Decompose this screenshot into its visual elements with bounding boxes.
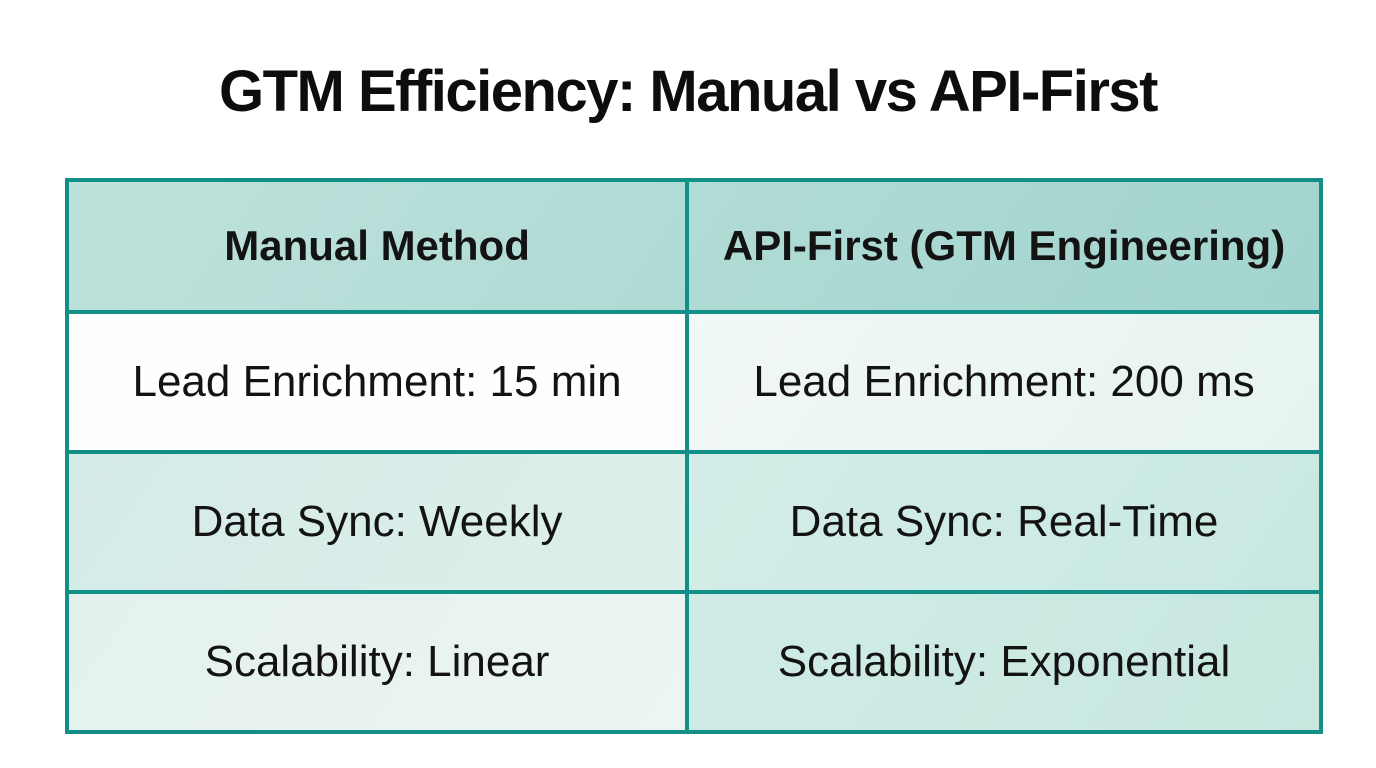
cell-manual-data-sync: Data Sync: Weekly — [64, 450, 690, 594]
cell-api-lead-enrichment: Lead Enrichment: 200 ms — [685, 310, 1323, 454]
cell-api-scalability: Scalability: Exponential — [685, 590, 1323, 734]
table-row-scalability: Scalability: Linear Scalability: Exponen… — [64, 590, 1323, 734]
table-row-data-sync: Data Sync: Weekly Data Sync: Real-Time — [64, 450, 1323, 594]
page-title: GTM Efficiency: Manual vs API-First — [219, 59, 1158, 124]
column-header-api-first: API-First (GTM Engineering) — [685, 178, 1323, 314]
cell-manual-lead-enrichment: Lead Enrichment: 15 min — [64, 310, 690, 454]
column-header-manual-method: Manual Method — [64, 178, 690, 314]
comparison-table: Manual Method API-First (GTM Engineering… — [64, 178, 1323, 734]
header-row: Manual Method API-First (GTM Engineering… — [64, 178, 1323, 314]
table-row-lead-enrichment: Lead Enrichment: 15 min Lead Enrichment:… — [64, 310, 1323, 454]
cell-api-data-sync: Data Sync: Real-Time — [685, 450, 1323, 594]
cell-manual-scalability: Scalability: Linear — [64, 590, 690, 734]
